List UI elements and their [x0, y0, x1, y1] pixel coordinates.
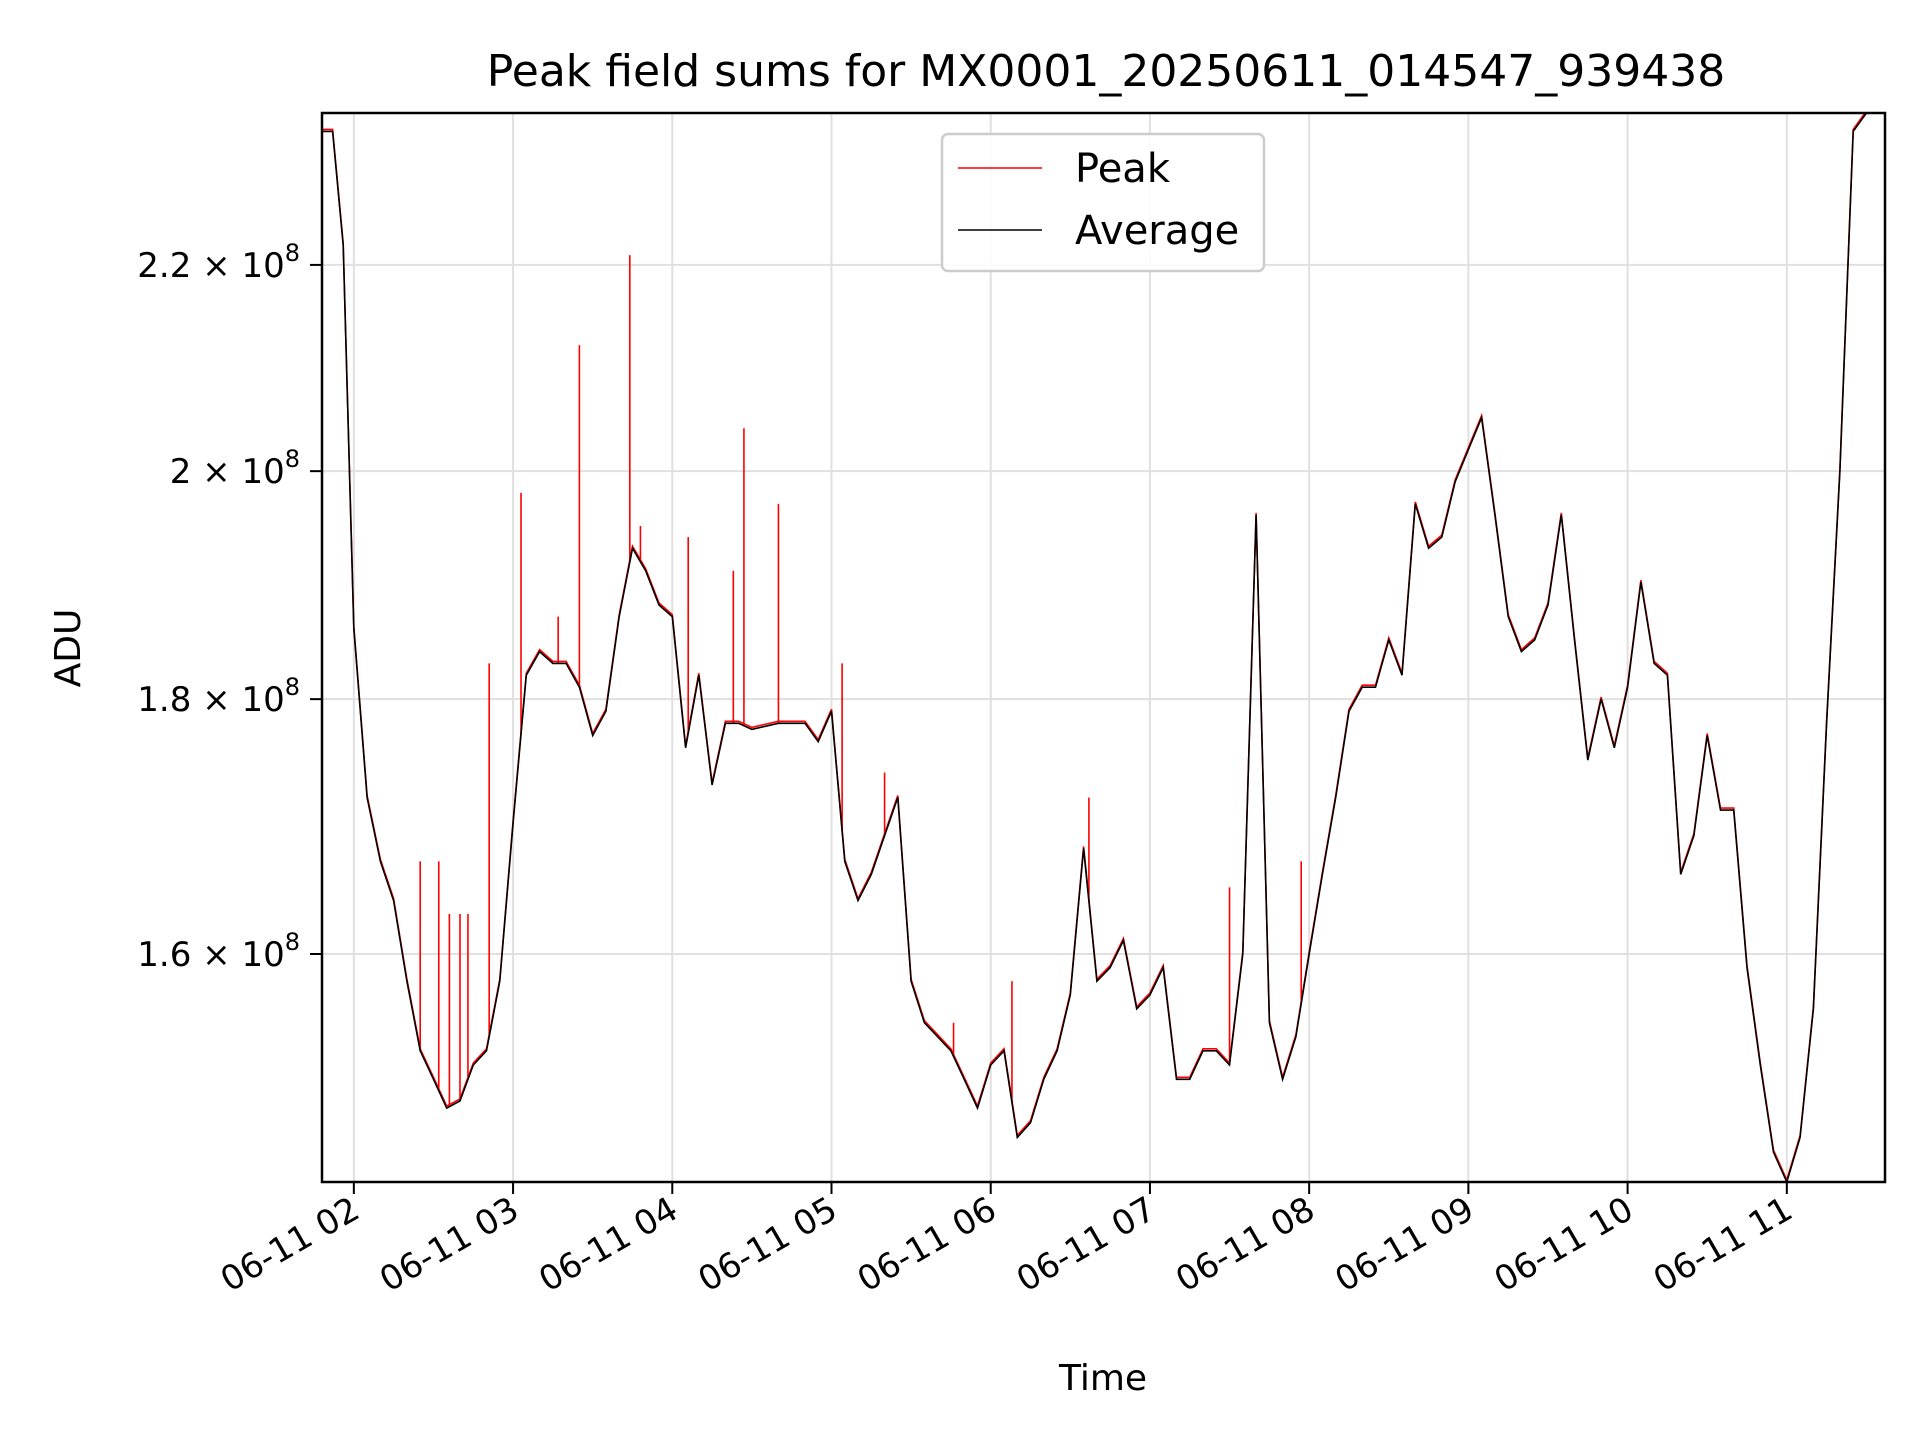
y-tick-label: 1.6 × 108: [137, 928, 300, 975]
y-tick-exponent: 8: [285, 445, 300, 473]
axes-frame: [320, 111, 1887, 1184]
legend-average-label: Average: [1075, 208, 1239, 254]
y-tick-exponent: 8: [285, 239, 300, 267]
legend-peak-label: Peak: [1075, 146, 1171, 192]
y-tick-times: × 10: [191, 680, 284, 720]
x-axis-label: Time: [1058, 1358, 1147, 1399]
y-axis-label: ADU: [48, 609, 89, 688]
chart-title: Peak field sums for MX0001_20250611_0145…: [487, 46, 1725, 97]
y-tick-times: × 10: [191, 935, 284, 975]
y-tick-times: × 10: [191, 452, 284, 492]
average-series-line: [322, 113, 1885, 1182]
y-tick-mantissa: 1.8: [137, 680, 191, 720]
y-tick-times: × 10: [191, 246, 284, 286]
y-tick-label: 1.8 × 108: [137, 673, 300, 720]
legend: Peak Average: [940, 132, 1266, 273]
plot-area: [322, 113, 1885, 1182]
y-tick-mantissa: 2: [170, 452, 192, 492]
y-tick-label: 2 × 108: [170, 445, 300, 492]
y-tick-exponent: 8: [285, 673, 300, 701]
y-tick-mantissa: 2.2: [137, 246, 191, 286]
y-tick-mantissa: 1.6: [137, 935, 191, 975]
y-tick-label: 2.2 × 108: [137, 239, 300, 286]
y-tick-exponent: 8: [285, 928, 300, 956]
